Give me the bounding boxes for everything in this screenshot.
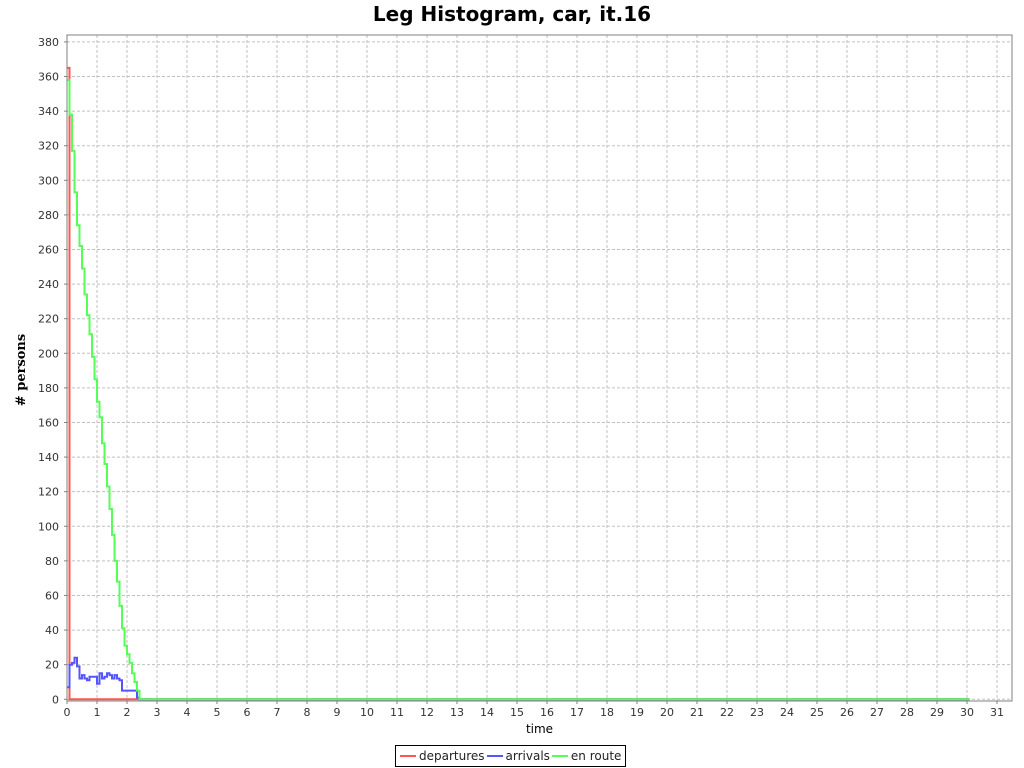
x-tick-label: 1	[94, 706, 101, 719]
x-tick-label: 24	[780, 706, 794, 719]
x-tick-label: 19	[630, 706, 644, 719]
y-tick-label: 160	[38, 416, 59, 429]
x-tick-label: 7	[274, 706, 281, 719]
x-tick-label: 5	[214, 706, 221, 719]
x-tick-label: 17	[570, 706, 584, 719]
legend-item-departures: departures	[400, 749, 485, 763]
x-tick-label: 6	[244, 706, 251, 719]
legend-label: en route	[570, 749, 622, 763]
x-tick-label: 28	[900, 706, 914, 719]
x-tick-label: 10	[360, 706, 374, 719]
y-tick-label: 340	[38, 105, 59, 118]
x-tick-label: 31	[990, 706, 1004, 719]
y-tick-label: 20	[45, 659, 59, 672]
legend-label: departures	[419, 749, 485, 763]
y-axis-ticks: 0 20 40 60 80 100 120 140 160 180 200 220 240 260 280 3…	[38, 36, 67, 706]
series-line-en-route	[67, 79, 970, 701]
x-tick-label: 16	[540, 706, 554, 719]
x-tick-label: 3	[154, 706, 161, 719]
y-axis-label: # persons	[14, 334, 29, 406]
y-tick-label: 180	[38, 382, 59, 395]
x-tick-label: 11	[390, 706, 404, 719]
x-axis-ticks: 0 1 2 3 4 5 6 7 8 9 10 11 12 13 14 15 16 17 18 19 20 21 22 23 24…	[64, 701, 1004, 719]
x-tick-label: 15	[510, 706, 524, 719]
x-tick-label: 2	[124, 706, 131, 719]
y-tick-label: 320	[38, 140, 59, 153]
series-lines	[67, 66, 970, 701]
y-tick-label: 100	[38, 520, 59, 533]
plot-background	[67, 35, 1012, 701]
y-tick-label: 200	[38, 347, 59, 360]
x-tick-label: 8	[304, 706, 311, 719]
x-tick-label: 23	[750, 706, 764, 719]
legend-swatch	[486, 755, 503, 757]
legend-swatch	[400, 755, 416, 757]
x-tick-label: 12	[420, 706, 434, 719]
x-tick-label: 21	[690, 706, 704, 719]
x-tick-label: 30	[960, 706, 974, 719]
x-tick-label: 18	[600, 706, 614, 719]
y-tick-label: 120	[38, 486, 59, 499]
x-tick-label: 27	[870, 706, 884, 719]
y-tick-label: 360	[38, 71, 59, 84]
y-tick-label: 0	[52, 693, 59, 706]
x-tick-label: 14	[480, 706, 494, 719]
legend-label: arrivals	[505, 749, 550, 763]
y-tick-label: 220	[38, 313, 59, 326]
x-tick-label: 20	[660, 706, 674, 719]
grid-lines	[66, 35, 1012, 701]
legend: departures arrivals en route	[395, 745, 627, 767]
y-tick-label: 40	[45, 624, 59, 637]
x-tick-label: 4	[184, 706, 191, 719]
legend-item-en-route: en route	[551, 749, 622, 763]
series-line-arrivals	[67, 656, 970, 701]
x-tick-label: 0	[64, 706, 71, 719]
x-tick-label: 25	[810, 706, 824, 719]
plot-border	[66, 34, 1013, 702]
x-axis-label: time	[526, 722, 553, 736]
y-tick-label: 260	[38, 244, 59, 257]
x-tick-label: 29	[930, 706, 944, 719]
y-tick-label: 80	[45, 555, 59, 568]
x-tick-label: 13	[450, 706, 464, 719]
x-tick-label: 22	[720, 706, 734, 719]
y-tick-label: 140	[38, 451, 59, 464]
x-tick-label: 9	[334, 706, 341, 719]
y-tick-label: 380	[38, 36, 59, 49]
y-tick-label: 60	[45, 589, 59, 602]
y-tick-label: 280	[38, 209, 59, 222]
chart-title: Leg Histogram, car, it.16	[372, 2, 652, 26]
legend-item-arrivals: arrivals	[486, 749, 550, 763]
legend-swatch	[551, 755, 568, 757]
y-tick-label: 240	[38, 278, 59, 291]
x-tick-label: 26	[840, 706, 854, 719]
y-tick-label: 300	[38, 174, 59, 187]
